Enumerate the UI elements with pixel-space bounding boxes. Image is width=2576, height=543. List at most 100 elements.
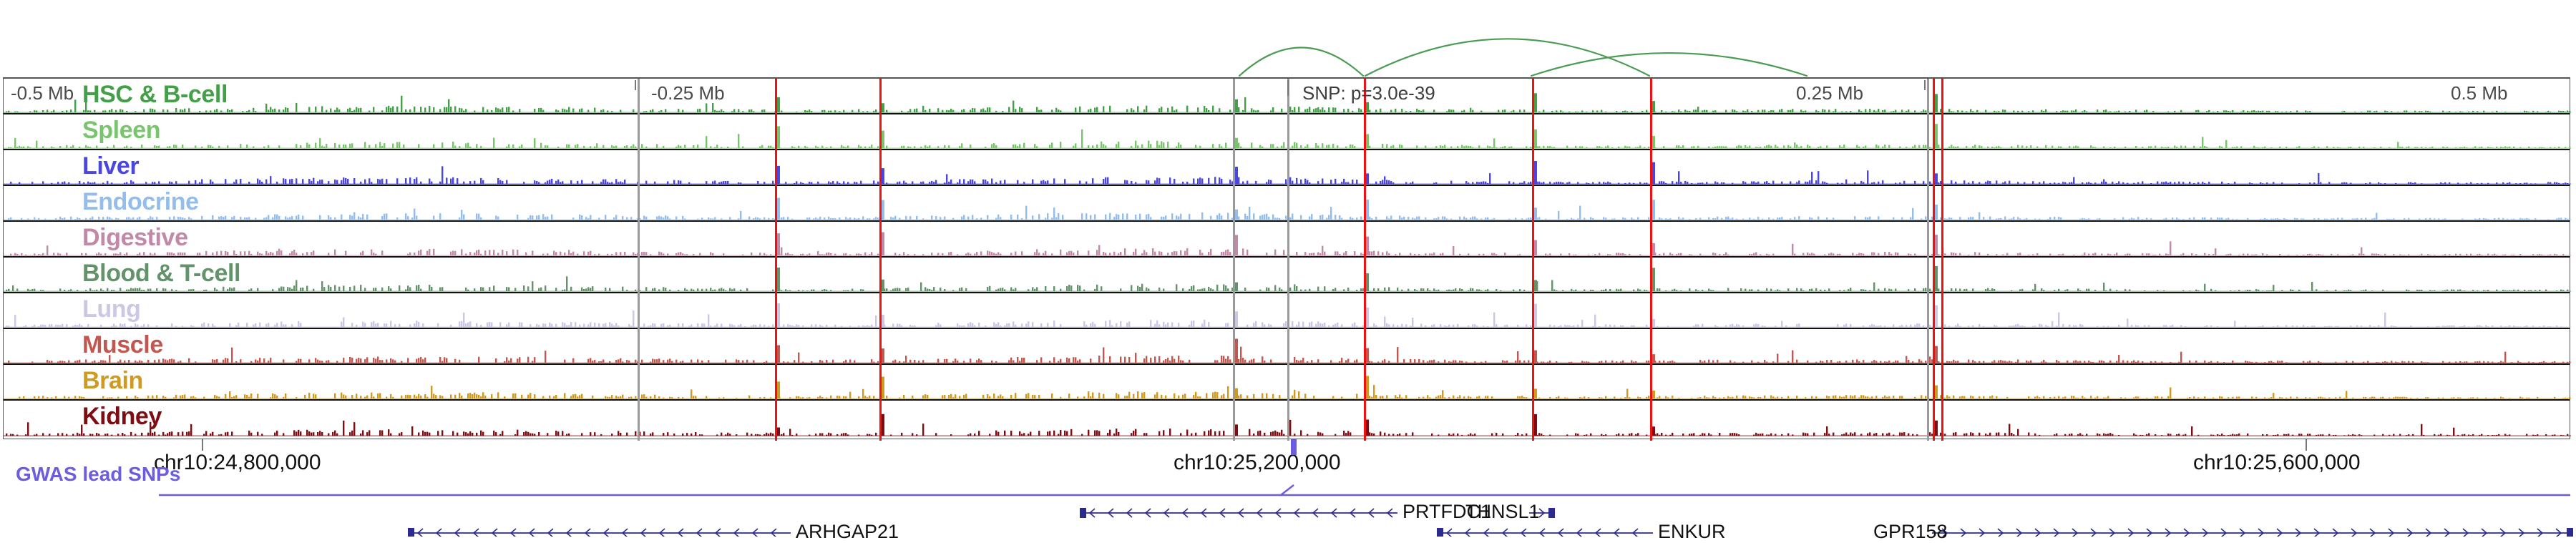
signal-track-spleen[interactable]: Spleen [4,114,2571,150]
gene-label-arhgap21[interactable]: ARHGAP21 [796,521,899,542]
strand-arrow [2481,528,2488,537]
signal-bars [6,414,2569,436]
strand-arrow [1274,508,1282,518]
signal-track-brain[interactable]: Brain [4,365,2571,401]
strand-arrow [1979,528,1986,537]
strand-arrow [640,528,647,537]
signal-baseline [4,435,2571,436]
track-label: Lung [82,295,141,323]
strand-arrow [1088,508,1096,518]
gene-label-gpr158[interactable]: GPR158 [1873,521,1948,542]
strand-arrow [1960,528,1967,537]
strand-arrow [1126,508,1133,518]
ruler-tick-label: -0.5 Mb [11,82,74,104]
strand-arrow [2295,528,2302,537]
strand-arrow [2351,528,2358,537]
strand-arrow [1941,528,1948,537]
gene-exon-block [2567,528,2573,537]
signal-track-hsc-b-cell[interactable]: -0.5 Mb -0.25 Mb 0.25 Mb 0.5 Mb SNP: p=3.0e-… [4,79,2571,114]
strand-arrow [1367,508,1375,518]
strand-arrow [1631,528,1639,537]
interaction-arc [1238,47,1365,77]
track-label: Kidney [82,403,162,430]
strand-arrow [1520,528,1527,537]
strand-arrow [491,528,498,537]
strand-arrow [1538,508,1546,518]
strand-arrow [696,528,703,537]
strand-arrow [2183,528,2190,537]
strand-arrow [2127,528,2135,537]
signal-bars [8,197,2569,220]
strand-arrow [1144,508,1151,518]
strand-arrow [621,528,628,537]
strand-arrow [2239,528,2246,537]
strand-arrow [2369,528,2376,537]
gene-label-prtfdc1[interactable]: PRTFDC1 [1402,501,1492,522]
strand-arrow [2518,528,2525,537]
strand-arrow [1386,508,1393,518]
strand-arrow [2332,528,2339,537]
coordinate-tick [202,439,203,451]
track-label: Endocrine [82,188,199,215]
strand-arrow [1219,508,1226,518]
coordinate-tick [2306,439,2307,451]
strand-arrow [2034,528,2041,537]
strand-arrow [2276,528,2283,537]
gene-label-thnsl1[interactable]: THNSL1 [1465,501,1540,522]
strand-arrow [1997,528,2004,537]
strand-arrow [658,528,665,537]
signal-bars [8,338,2571,363]
strand-arrow [472,528,479,537]
signal-bars [10,161,2569,184]
strand-arrow [770,528,777,537]
signal-baseline [4,398,2571,399]
snp-pvalue-label: SNP: p=3.0e-39 [1302,82,1435,104]
signal-track-blood-t-cell[interactable]: Blood & T-cell [4,258,2571,293]
signal-track-panel: -0.5 Mb -0.25 Mb 0.25 Mb 0.5 Mb SNP: p=3.0e-… [3,77,2571,441]
strand-arrow [2388,528,2395,537]
gene-exon-block [1080,508,1086,518]
strand-arrow [416,528,424,537]
strand-arrow [1538,528,1546,537]
signal-track-lung[interactable]: Lung [4,292,2571,329]
coordinate-label: chr10:25,200,000 [1174,451,1341,474]
strand-arrow [714,528,721,537]
gwas-and-gene-svg [159,439,2573,537]
signal-profile [4,220,2571,256]
strand-arrow [2053,528,2060,537]
track-label: Digestive [82,224,188,251]
signal-track-liver[interactable]: Liver [4,150,2571,186]
strand-arrow [1445,528,1453,537]
strand-arrow [1330,508,1337,518]
strand-arrow [509,528,517,537]
strand-arrow [1501,528,1508,537]
strand-arrow [733,528,740,537]
signal-track-endocrine[interactable]: Endocrine [4,186,2571,222]
strand-arrow [1576,528,1583,537]
signal-track-digestive[interactable]: Digestive [4,220,2571,258]
strand-arrow [435,528,442,537]
strand-arrow [2537,528,2544,537]
signal-bars [6,303,2562,327]
coordinate-label: chr10:24,800,000 [154,451,321,474]
strand-arrow [2258,528,2265,537]
strand-arrow [565,528,572,537]
signal-track-muscle[interactable]: Muscle [4,329,2571,365]
gene-exon-block [408,528,414,537]
strand-arrow [751,528,758,537]
strand-arrow [584,528,591,537]
strand-arrow [677,528,684,537]
signal-track-kidney[interactable]: Kidney [4,401,2571,436]
gwas-lead-snp-marker[interactable] [1291,439,1297,455]
signal-profile [4,292,2571,328]
strand-arrow [1349,508,1356,518]
gwas-snp-connector [1280,484,1294,496]
strand-arrow [1464,528,1471,537]
strand-arrow [2444,528,2451,537]
gene-label-enkur[interactable]: ENKUR [1658,521,1726,542]
gene-exon-block [1548,508,1555,518]
strand-arrow [2016,528,2023,537]
strand-arrow [547,528,554,537]
strand-arrow [2165,528,2172,537]
strand-arrow [2499,528,2507,537]
